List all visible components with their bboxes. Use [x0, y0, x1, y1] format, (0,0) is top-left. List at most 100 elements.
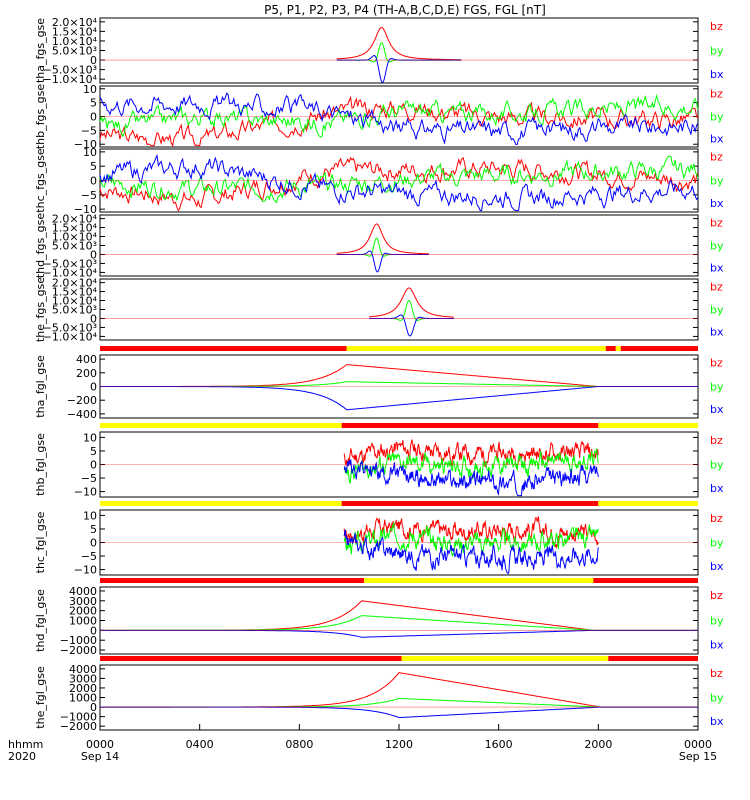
y-tick-label: −10	[74, 486, 97, 499]
series-bz	[100, 600, 698, 631]
series-bx	[336, 55, 462, 83]
legend-bz: bz	[710, 216, 723, 229]
series-by	[99, 155, 699, 204]
series-bx	[343, 529, 599, 575]
panel-frame	[99, 278, 699, 341]
y-tick-label: 0	[90, 312, 97, 325]
legend-bx: bx	[710, 68, 724, 81]
y-tick-label: −1.0×10⁴	[43, 266, 98, 279]
y-tick-label: 2000	[69, 605, 97, 618]
y-tick-label: 0	[90, 111, 97, 124]
y-tick-label: 0	[90, 381, 97, 394]
legend-bz: bz	[710, 512, 723, 525]
x-tick-date: Sep 15	[679, 750, 717, 763]
series-bz	[100, 672, 698, 708]
x-tick-label: 0000	[86, 738, 114, 751]
series-by	[343, 448, 599, 484]
legend-by: by	[710, 304, 724, 317]
panel-frame	[99, 214, 699, 277]
y-tick-label: 0	[90, 624, 97, 637]
status-bar-segment	[100, 578, 365, 583]
status-bar-segment	[100, 346, 347, 351]
legend-by: by	[710, 111, 724, 124]
legend-bx: bx	[710, 560, 724, 573]
status-bar-segment	[620, 346, 698, 351]
y-axis-label: thb_fgs_gse	[34, 84, 47, 150]
y-tick-label: −2000	[60, 720, 97, 733]
y-tick-label: 1.5×10⁴	[52, 25, 98, 38]
panel-frame	[99, 17, 699, 84]
legend-bz: bz	[710, 87, 723, 100]
legend-by: by	[710, 537, 724, 550]
y-tick-label: 2.0×10⁴	[52, 16, 98, 29]
y-tick-label: 0	[90, 248, 97, 261]
y-tick-label: 5	[90, 160, 97, 173]
panel-frame	[99, 586, 699, 655]
status-bar-segment	[615, 346, 621, 351]
series-bz	[99, 156, 699, 212]
status-bar-segment	[593, 578, 698, 583]
y-tick-label: 1000	[69, 615, 97, 628]
x-tick-label: 0800	[285, 738, 313, 751]
x-tick-label: 0000	[684, 738, 712, 751]
series-bx	[369, 314, 454, 337]
series-bx	[99, 153, 699, 212]
y-tick-label: 5.0×10³	[52, 240, 97, 253]
legend-bx: bx	[710, 261, 724, 274]
y-tick-label: −5.0×10³	[43, 64, 97, 77]
legend-bx: bx	[710, 482, 724, 495]
y-axis-label: tha_fgs_gse	[34, 18, 47, 83]
y-tick-label: 5	[90, 445, 97, 458]
y-tick-label: 0	[90, 701, 97, 714]
legend-bx: bx	[710, 325, 724, 338]
year-label: 2020	[8, 750, 36, 763]
legend-bz: bz	[710, 589, 723, 602]
time-axis-label: hhmm	[8, 738, 43, 751]
y-tick-label: 10	[83, 146, 97, 159]
y-tick-label: 200	[76, 367, 97, 380]
y-axis-label: tha_fgl_gse	[34, 355, 47, 418]
legend-by: by	[710, 381, 724, 394]
panel-the_fgs: 2.0×10⁴1.5×10⁴1.0×10⁴5.0×10³0−5.0×10³−1.…	[34, 277, 724, 344]
legend-bx: bx	[710, 132, 724, 145]
y-tick-label: 1000	[69, 692, 97, 705]
y-tick-label: −5	[81, 189, 97, 202]
panels-group: 2.0×10⁴1.5×10⁴1.0×10⁴5.0×10³0−5.0×10³−1.…	[34, 16, 724, 733]
y-axis-label: thd_fgs_gse	[34, 213, 47, 279]
legend-by: by	[710, 240, 724, 253]
status-bar-segment	[100, 501, 342, 506]
legend-by: by	[710, 615, 724, 628]
y-tick-label: 10	[83, 83, 97, 96]
y-axis-label: thb_fgl_gse	[34, 433, 47, 496]
series-by	[100, 698, 698, 708]
series-bx	[100, 629, 698, 638]
y-tick-label: 3000	[69, 595, 97, 608]
series-bz	[336, 223, 429, 255]
x-tick-label: 1600	[485, 738, 513, 751]
series-bx	[343, 459, 599, 497]
y-tick-label: 1.0×10⁴	[52, 35, 98, 48]
legend-bx: bx	[710, 197, 724, 210]
y-tick-label: −2000	[60, 644, 97, 657]
y-tick-label: 5.0×10³	[52, 45, 97, 58]
legend-by: by	[710, 45, 724, 58]
panel-tha_fgs: 2.0×10⁴1.5×10⁴1.0×10⁴5.0×10³0−5.0×10³−1.…	[34, 16, 724, 86]
legend-bz: bz	[710, 280, 723, 293]
series-by	[369, 300, 454, 321]
y-tick-label: −1.0×10⁴	[43, 330, 98, 343]
status-bar-segment	[346, 346, 606, 351]
y-tick-label: 2.0×10⁴	[52, 277, 98, 290]
y-tick-label: −5	[81, 124, 97, 137]
y-axis-label: the_fgs_gse	[34, 277, 47, 342]
y-tick-label: −1.0×10⁴	[43, 73, 98, 86]
x-tick-label: 1200	[385, 738, 413, 751]
series-bx	[336, 250, 429, 273]
series-bz	[100, 364, 698, 387]
y-tick-label: 4000	[69, 663, 97, 676]
